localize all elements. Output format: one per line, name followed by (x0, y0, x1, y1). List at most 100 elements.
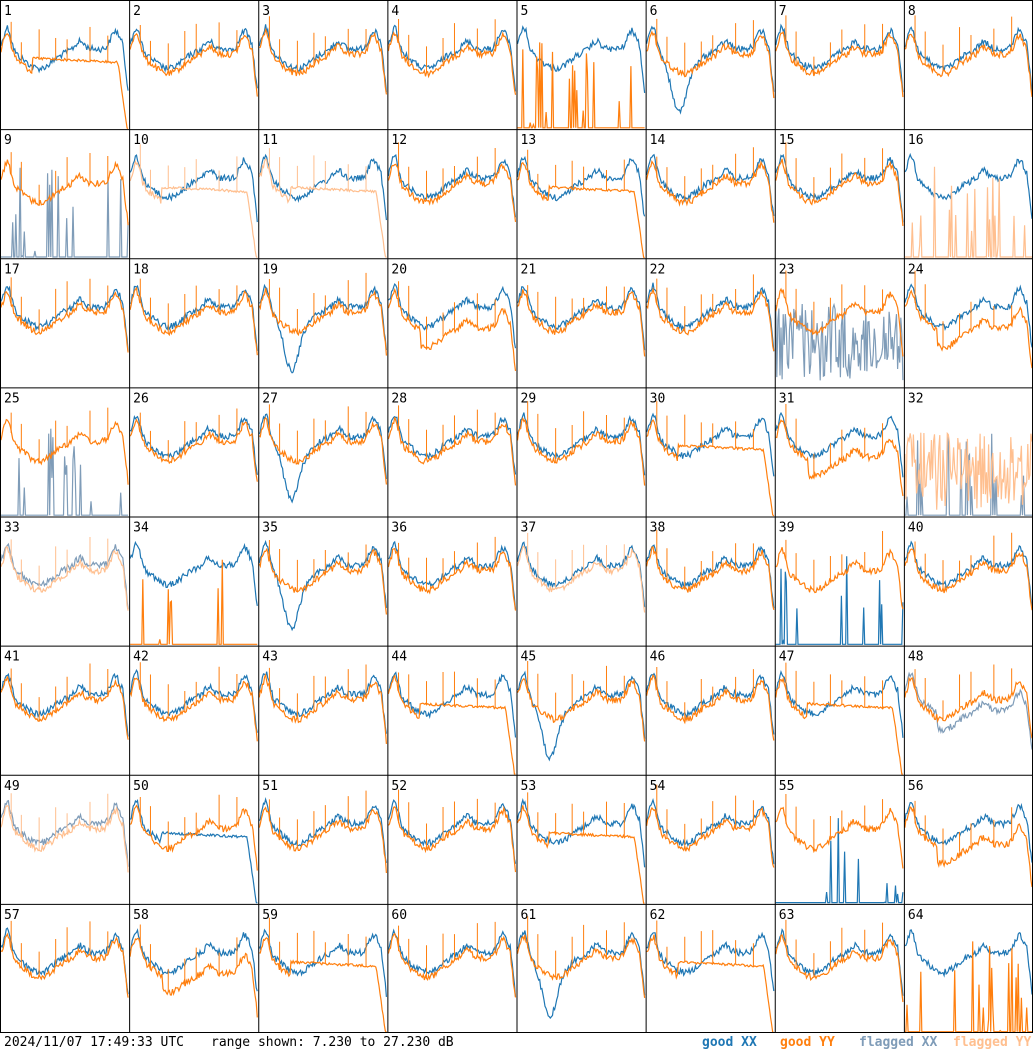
range-shown: range shown: 7.230 to 27.230 dB (211, 1035, 454, 1050)
xx-trace (516, 155, 646, 217)
panel-30 (646, 401, 775, 517)
xx-trace (129, 284, 258, 351)
panel-24 (904, 270, 1033, 369)
panel-label: 46 (650, 650, 666, 665)
panel-label: 21 (521, 262, 537, 277)
xx-trace (259, 153, 387, 221)
panel-label: 61 (521, 908, 537, 923)
panel-label: 64 (908, 908, 924, 923)
yy-trace (129, 418, 258, 482)
panel-58 (129, 924, 258, 1018)
xx-trace (646, 931, 775, 992)
panel-label: 48 (908, 650, 924, 665)
panel-20 (387, 281, 517, 371)
legend-good-yy: good YY (780, 1035, 835, 1050)
panel-41 (0, 663, 129, 740)
panel-47 (775, 662, 904, 775)
panel-29 (516, 401, 646, 486)
panel-label: 57 (4, 908, 20, 923)
yy-trace (387, 674, 516, 775)
panel-label: 29 (521, 391, 537, 406)
yy-trace (129, 804, 258, 871)
xx-trace (904, 929, 1033, 995)
panel-1 (0, 21, 129, 130)
footer: 2024/11/07 17:49:33 UTC range shown: 7.2… (0, 1033, 1033, 1053)
yy-trace (259, 937, 387, 1033)
xx-trace (516, 930, 646, 1019)
xx-trace (775, 302, 904, 381)
yy-trace (387, 287, 517, 371)
panel-label: 60 (391, 908, 407, 923)
panel-57 (0, 920, 129, 998)
yy-trace (775, 934, 904, 1003)
panel-3 (258, 16, 387, 95)
panel-12 (387, 142, 517, 222)
timestamp: 2024/11/07 17:49:33 UTC (4, 1035, 185, 1050)
yy-trace (904, 166, 1032, 258)
xx-trace (904, 283, 1033, 348)
panel-label: 13 (521, 133, 537, 148)
yy-trace (646, 159, 775, 223)
panel-label: 55 (779, 779, 795, 794)
panel-label: 49 (4, 779, 20, 794)
panel-34 (129, 540, 258, 645)
yy-trace (646, 934, 774, 1033)
panel-label: 47 (779, 650, 795, 665)
xx-trace (259, 283, 387, 374)
yy-trace (775, 158, 904, 226)
yy-trace (258, 416, 387, 485)
xx-trace (646, 798, 775, 865)
panel-52 (387, 789, 517, 873)
yy-trace (646, 30, 775, 99)
panel-label: 28 (391, 391, 407, 406)
xx-trace (0, 285, 129, 352)
yy-trace (904, 548, 1033, 611)
panel-5 (516, 25, 646, 129)
xx-trace (775, 669, 904, 738)
xx-trace (904, 26, 1033, 93)
xx-trace (904, 801, 1033, 863)
panel-64 (904, 929, 1033, 1033)
panel-50 (129, 794, 258, 904)
panel-label: 33 (4, 521, 20, 536)
panel-label: 15 (779, 133, 795, 148)
panel-45 (516, 660, 646, 762)
panel-15 (775, 142, 904, 226)
panel-label: 7 (779, 4, 787, 19)
xx-trace (516, 25, 646, 93)
panel-9 (0, 152, 129, 259)
xx-trace (1, 167, 129, 259)
yy-trace (646, 286, 775, 352)
panel-label: 9 (4, 133, 12, 148)
yy-trace (904, 676, 1033, 739)
panel-44 (387, 671, 517, 775)
xx-trace (646, 544, 775, 609)
panel-18 (129, 278, 258, 356)
yy-trace (775, 419, 904, 497)
xx-trace (0, 542, 129, 610)
yy-trace (258, 547, 387, 615)
yy-trace (904, 941, 1032, 1033)
panel-label: 32 (908, 391, 924, 406)
panel-14 (646, 147, 775, 223)
panel-16 (904, 152, 1033, 258)
panel-label: 36 (391, 521, 407, 536)
xx-trace (775, 153, 904, 223)
yy-trace (0, 159, 129, 226)
panel-label: 16 (908, 133, 924, 148)
panel-label: 11 (262, 133, 278, 148)
xx-trace (388, 540, 517, 610)
xx-trace (517, 670, 646, 762)
yy-trace (129, 32, 258, 97)
panel-label: 38 (650, 521, 666, 536)
panel-label: 34 (133, 521, 149, 536)
yy-trace (387, 932, 517, 998)
yy-trace (646, 419, 775, 517)
xx-trace (1, 672, 129, 737)
yy-trace (0, 291, 129, 353)
xx-trace (904, 152, 1033, 219)
panel-label: 22 (650, 262, 666, 277)
panel-39 (775, 531, 904, 645)
panel-22 (646, 274, 775, 352)
